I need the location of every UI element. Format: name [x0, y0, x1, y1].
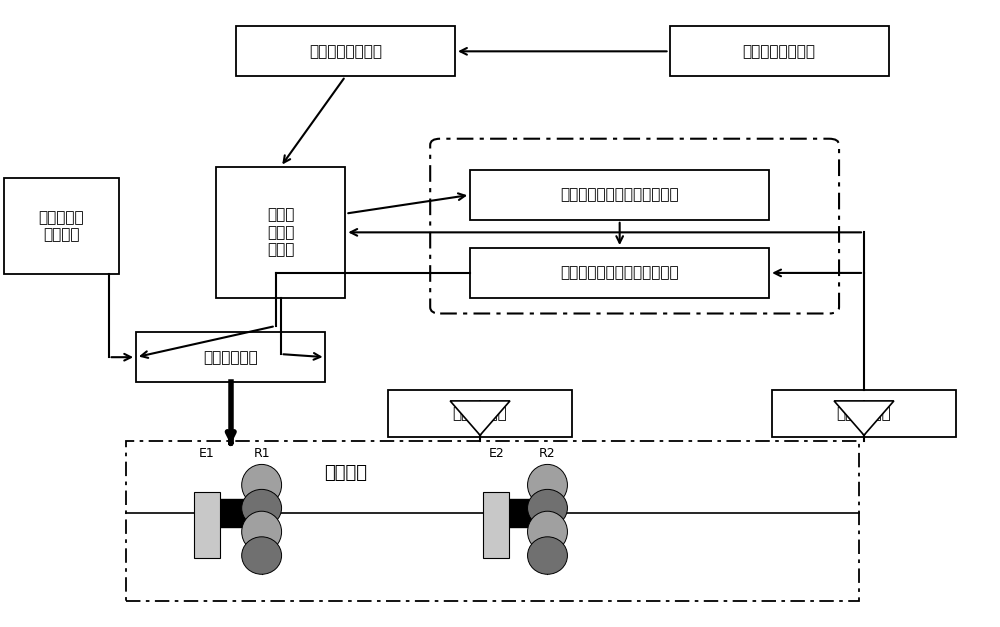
Ellipse shape	[528, 490, 567, 527]
FancyBboxPatch shape	[236, 26, 455, 76]
Ellipse shape	[242, 511, 282, 552]
Bar	[484, 499, 546, 527]
Text: 粗轧各个道次宽度目标（新）: 粗轧各个道次宽度目标（新）	[560, 187, 679, 203]
Polygon shape	[834, 401, 894, 435]
Ellipse shape	[242, 490, 282, 527]
FancyBboxPatch shape	[388, 390, 572, 437]
Text: E2: E2	[488, 447, 504, 460]
Ellipse shape	[242, 465, 282, 505]
FancyBboxPatch shape	[216, 167, 345, 298]
Ellipse shape	[528, 511, 567, 552]
Ellipse shape	[528, 537, 567, 574]
FancyBboxPatch shape	[670, 26, 889, 76]
Text: R1: R1	[253, 447, 270, 460]
Polygon shape	[450, 401, 510, 435]
FancyBboxPatch shape	[470, 248, 769, 298]
Text: 粗轧轧制: 粗轧轧制	[324, 463, 367, 482]
Text: E1: E1	[199, 447, 215, 460]
Bar	[194, 492, 220, 558]
FancyBboxPatch shape	[4, 177, 119, 275]
Text: 粗轧轧制预
设定计算: 粗轧轧制预 设定计算	[38, 210, 84, 242]
FancyBboxPatch shape	[136, 332, 325, 382]
Ellipse shape	[242, 537, 282, 574]
Text: 粗轧轧制设定: 粗轧轧制设定	[203, 350, 258, 365]
Text: 粗轧宽度测量: 粗轧宽度测量	[837, 406, 891, 421]
Text: 粗轧宽度测量: 粗轧宽度测量	[453, 406, 507, 421]
Bar	[195, 499, 257, 527]
Bar	[483, 492, 509, 558]
Ellipse shape	[528, 465, 567, 505]
Text: 粗轧轧制动态前馈设定（新）: 粗轧轧制动态前馈设定（新）	[560, 265, 679, 280]
FancyBboxPatch shape	[772, 390, 956, 437]
FancyBboxPatch shape	[470, 170, 769, 220]
Text: 粗轧轧
制再设
定计算: 粗轧轧 制再设 定计算	[267, 208, 294, 257]
Text: 粗轧宽度目标计算: 粗轧宽度目标计算	[309, 44, 382, 59]
Text: 精轧宽度目标计算: 精轧宽度目标计算	[743, 44, 816, 59]
Text: R2: R2	[539, 447, 556, 460]
